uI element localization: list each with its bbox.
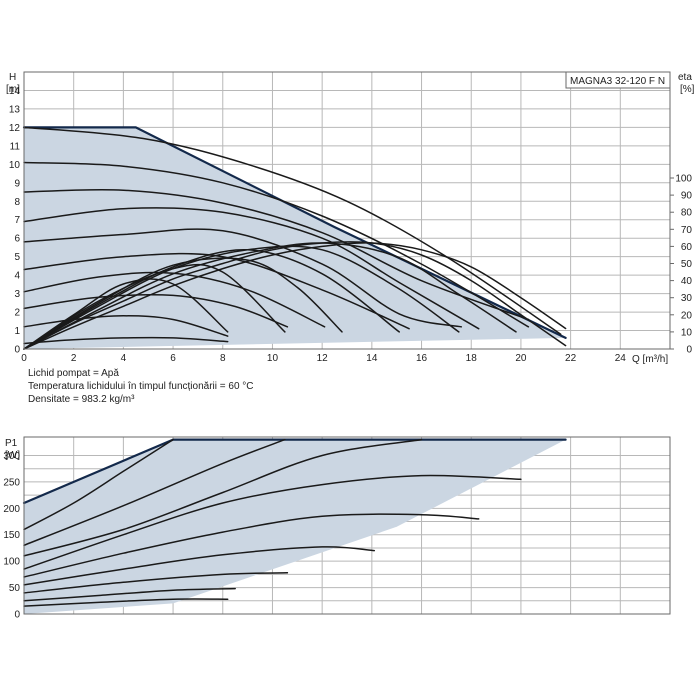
y-tick-label: 9: [14, 178, 20, 189]
y-tick-label: 8: [14, 197, 20, 208]
y-tick-label: 4: [14, 271, 20, 282]
x-tick-label: 2: [71, 353, 77, 364]
y-tick-label: 250: [3, 477, 20, 488]
performance-curve: [23, 438, 286, 547]
y2-tick-label: 10: [681, 327, 693, 338]
y-axis-unit-p1: [W]: [5, 450, 20, 461]
performance-curve: [23, 336, 229, 345]
y-tick-label: 200: [3, 504, 20, 515]
performance-curve: [23, 161, 530, 328]
performance-curve: [23, 438, 423, 557]
y-tick-label: 13: [9, 104, 21, 115]
y-tick-label: 10: [9, 160, 21, 171]
power-chart-ticks: 0 50 100 150 200 250 300: [3, 451, 20, 621]
y2-tick-label: 100: [675, 174, 692, 185]
y2-tick-label: 60: [681, 242, 693, 253]
y-tick-label: 6: [14, 234, 20, 245]
performance-curve: [23, 315, 229, 337]
performance-curve: [23, 271, 326, 328]
performance-curve: [23, 598, 229, 607]
efficiency-curve: [23, 241, 567, 350]
y-tick-label: 0: [14, 610, 20, 621]
x-tick-label: 20: [515, 353, 527, 364]
power-chart-frame: [23, 436, 671, 615]
performance-curve: [23, 572, 289, 594]
x-tick-label: 4: [121, 353, 127, 364]
head-envelope-area: [24, 127, 566, 350]
efficiency-curve: [23, 263, 286, 350]
head-chart-ticks: 0 2 4 6 8 10 12 14 16 18 20 22 240123456789101112131…: [9, 86, 693, 364]
y2-tick-label: 90: [681, 191, 693, 202]
efficiency-curve: [23, 242, 567, 350]
y2-tick-label: 40: [681, 276, 693, 287]
y2-tick-label: 80: [681, 208, 693, 219]
note-temperature: Temperatura lichidului în timpul funcțio…: [28, 381, 254, 392]
y-tick-label: 14: [9, 86, 21, 97]
y-tick-label: 3: [14, 289, 20, 300]
performance-curve: [23, 207, 480, 330]
y2-tick-label: 0: [686, 345, 692, 356]
y2-tick-label: 50: [681, 259, 693, 270]
head-chart-frame: [23, 71, 671, 350]
chart-title: MAGNA3 32-120 F N: [570, 76, 665, 87]
y-tick-label: 12: [9, 123, 21, 134]
y-tick-label: 11: [10, 141, 21, 152]
y-axis-label-h: H: [9, 72, 16, 83]
x-tick-label: 24: [615, 353, 627, 364]
x-tick-label: 12: [317, 353, 329, 364]
performance-curve: [23, 587, 236, 602]
y-tick-label: 150: [3, 530, 20, 541]
max-boundary-line: [22, 126, 567, 339]
x-tick-label: 10: [267, 353, 279, 364]
y-tick-label: 300: [3, 451, 20, 462]
efficiency-curve: [23, 278, 229, 350]
y2-axis-label-eta: eta: [678, 72, 692, 83]
title-box-frame: [565, 71, 671, 89]
x-tick-label: 8: [220, 353, 226, 364]
x-axis-label-q: Q [m³/h]: [632, 354, 668, 365]
power-envelope-area: [24, 439, 566, 614]
y2-tick-label: 20: [681, 310, 693, 321]
y-axis-unit-h: [m]: [6, 84, 20, 95]
fluid-notes: Lichid pompat = Apă Temperatura lichidul…: [28, 368, 254, 405]
x-tick-label: 14: [366, 353, 378, 364]
x-tick-label: 0: [21, 353, 27, 364]
chart-title-box: MAGNA3 32-120 F N: [565, 71, 671, 89]
x-tick-label: 18: [466, 353, 478, 364]
head-flow-chart: 0 2 4 6 8 10 12 14 16 18 20 22 240123456789101112131…: [6, 71, 695, 365]
x-tick-label: 22: [565, 353, 577, 364]
power-flow-chart: 0 50 100 150 200 250 300 P1 [W]: [3, 436, 671, 621]
efficiency-curve: [23, 249, 400, 350]
efficiency-curve: [23, 257, 343, 350]
performance-curve: [23, 252, 410, 330]
x-tick-label: 16: [416, 353, 428, 364]
note-density: Densitate = 983.2 kg/m³: [28, 394, 135, 405]
performance-curve: [23, 474, 522, 570]
performance-curve: [23, 513, 480, 578]
y-tick-label: 0: [14, 345, 20, 356]
y-axis-label-p1: P1: [5, 438, 18, 449]
y-tick-label: 7: [14, 215, 20, 226]
y2-tick-label: 70: [681, 225, 693, 236]
y-tick-label: 50: [9, 583, 21, 594]
y-tick-label: 2: [14, 308, 20, 319]
y2-axis-unit-eta: [%]: [680, 84, 695, 95]
y-tick-label: 100: [3, 557, 20, 568]
y-tick-label: 5: [14, 252, 20, 263]
power-curves: [22, 438, 567, 607]
y-tick-label: 1: [14, 326, 20, 337]
performance-curve: [23, 188, 530, 321]
performance-curve: [23, 546, 376, 586]
performance-curve: [23, 438, 174, 531]
performance-curve: [23, 293, 289, 328]
head-curves: [22, 126, 567, 350]
note-fluid: Lichid pompat = Apă: [28, 368, 119, 379]
performance-curve: [23, 228, 463, 328]
y2-tick-label: 30: [681, 293, 693, 304]
performance-curve: [23, 126, 562, 335]
x-tick-label: 6: [170, 353, 176, 364]
